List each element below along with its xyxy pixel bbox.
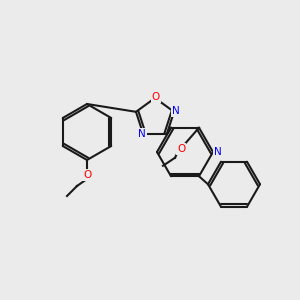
Text: N: N [138, 129, 146, 139]
Text: O: O [83, 170, 91, 180]
Text: N: N [172, 106, 180, 116]
Text: N: N [214, 147, 222, 157]
Text: O: O [152, 92, 160, 102]
Text: O: O [177, 144, 185, 154]
